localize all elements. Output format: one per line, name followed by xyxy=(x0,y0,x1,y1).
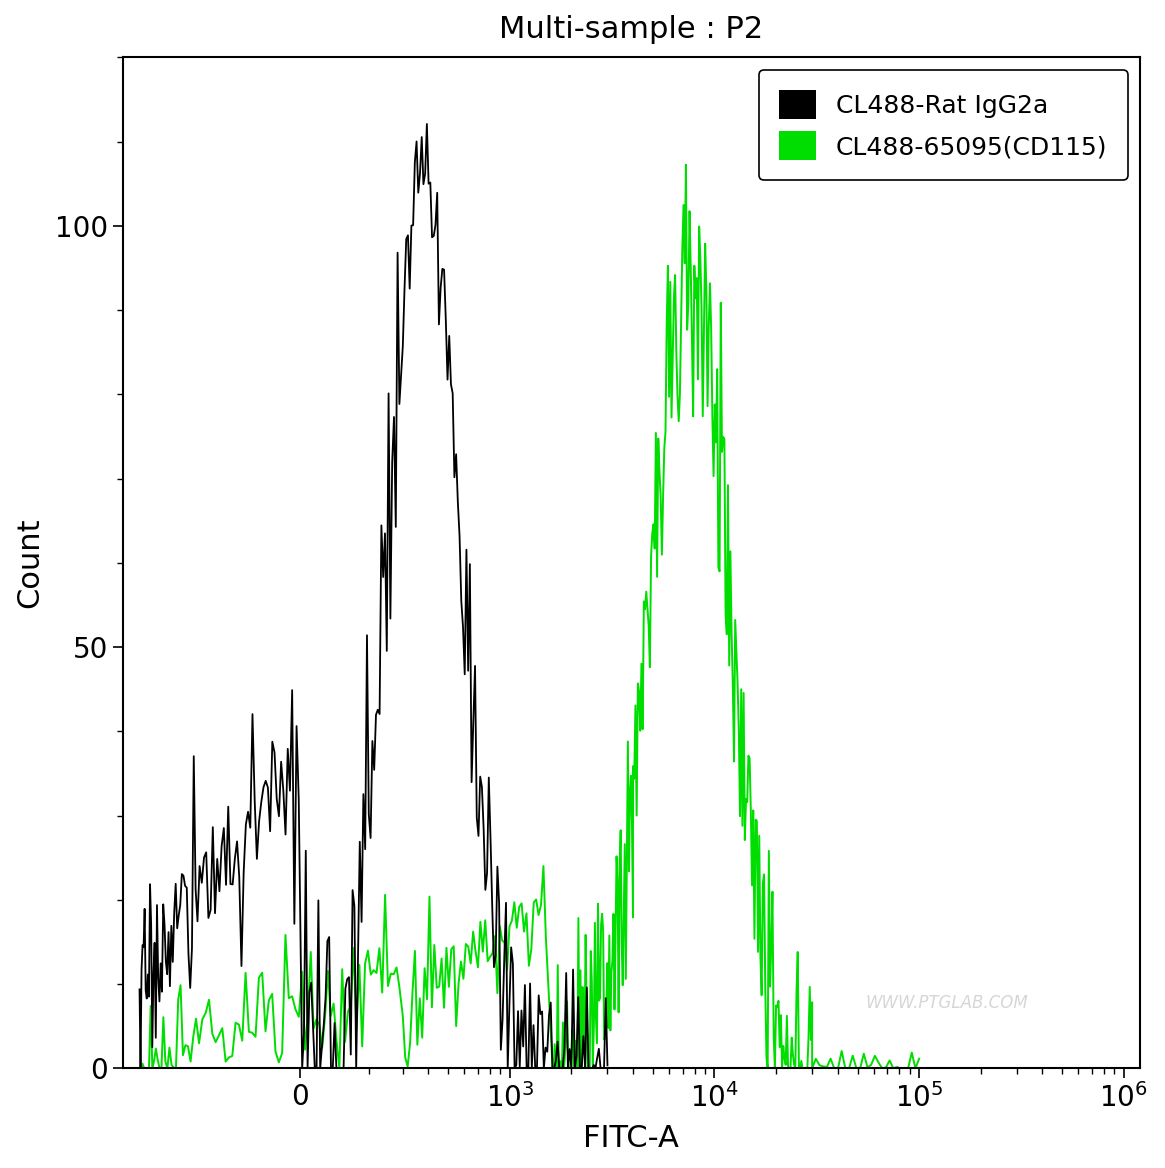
Text: WWW.PTGLAB.COM: WWW.PTGLAB.COM xyxy=(866,994,1029,1011)
Title: Multi-sample : P2: Multi-sample : P2 xyxy=(500,15,763,44)
Legend: CL488-Rat IgG2a, CL488-65095(CD115): CL488-Rat IgG2a, CL488-65095(CD115) xyxy=(758,70,1128,180)
Y-axis label: Count: Count xyxy=(15,517,44,609)
X-axis label: FITC-A: FITC-A xyxy=(584,1124,679,1153)
